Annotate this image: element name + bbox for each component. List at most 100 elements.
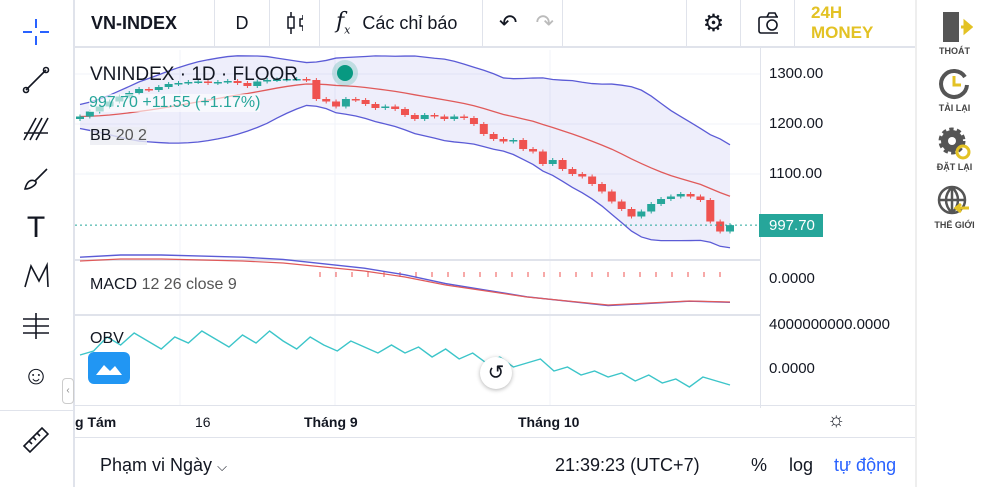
candle-body (381, 106, 390, 108)
candle-body (588, 176, 597, 184)
emoji-icon[interactable]: ☺ (22, 359, 50, 390)
measure-icon[interactable] (18, 308, 54, 344)
candle-body (676, 194, 685, 197)
indicators-button[interactable]: fx Các chỉ báo (320, 0, 483, 47)
candle-body (597, 184, 606, 192)
candle-body (706, 200, 715, 222)
brand-logo: 24H MONEY (811, 3, 874, 42)
candle-body (263, 80, 272, 82)
candle-body (401, 109, 409, 115)
candle-body (509, 140, 518, 142)
brush-icon[interactable] (18, 160, 54, 196)
sun-icon[interactable]: ☼ (827, 409, 846, 431)
percent-toggle[interactable]: % (751, 455, 768, 475)
bollinger-upper-line (79, 55, 731, 146)
reset-icon (938, 127, 970, 160)
watermark-logo-icon (88, 352, 130, 384)
interval-button[interactable]: D (215, 0, 270, 47)
candle-body (351, 99, 360, 101)
candle-body (617, 201, 626, 209)
candle-body (135, 89, 144, 93)
candle-body (332, 101, 341, 107)
candle-body (233, 81, 242, 83)
right-panel: THOÁT TẢI LẠI ĐẶT LẠI THẾ GIỚI (915, 0, 1000, 487)
candle-body (716, 221, 725, 232)
candle-body (174, 83, 183, 85)
macd-axis-label: 0.0000 (769, 270, 815, 287)
candle-body (529, 149, 538, 152)
candle-body (696, 196, 705, 200)
fx-icon: fx (336, 9, 351, 37)
price-axis[interactable]: 1300.00 1200.00 1100.00 997.70 0.0000 40… (759, 48, 915, 408)
date-range-button[interactable]: Phạm vi Ngày ⌵ (100, 455, 227, 475)
collapse-toolbar-button[interactable]: ‹ (62, 378, 74, 404)
world-button[interactable]: THẾ GIỚI (917, 184, 992, 230)
text-tool-icon[interactable]: T (26, 211, 46, 244)
auto-scale-toggle[interactable]: tự động (834, 455, 897, 475)
candle-body (371, 104, 380, 108)
exit-icon (942, 12, 973, 42)
candles-icon (287, 12, 303, 34)
chevron-down-icon: ⌵ (217, 459, 227, 474)
candle-body (85, 111, 94, 117)
macd-signal-line (79, 258, 731, 306)
candle-body (341, 99, 350, 107)
redo-icon[interactable]: ↷ (535, 10, 554, 35)
candle-body (440, 116, 449, 119)
macd-legend[interactable]: MACD 12 26 close 9 (90, 276, 237, 293)
bb-legend[interactable]: BB 20 2 (90, 127, 147, 145)
exit-button[interactable]: THOÁT (917, 10, 992, 56)
candle-body (194, 81, 203, 83)
candle-body (430, 115, 439, 117)
candle-body (272, 79, 281, 81)
settings-button[interactable]: ⚙ (687, 0, 741, 47)
reload-icon (938, 69, 969, 99)
bollinger-lower-line (79, 104, 731, 249)
undo-icon[interactable]: ↶ (499, 10, 518, 35)
time-axis[interactable]: g Tám 16 Tháng 9 Tháng 10 ☼ (75, 405, 915, 437)
candle-body (627, 209, 636, 217)
candle-body (322, 99, 331, 102)
candle-body (647, 204, 656, 212)
candle-body (76, 116, 84, 119)
reset-button[interactable]: ĐẶT LẠI (917, 126, 992, 172)
pattern-icon[interactable] (18, 258, 54, 294)
candle-body (213, 82, 222, 84)
reset-view-button[interactable]: ↺ (480, 357, 512, 389)
candle-body (637, 211, 646, 217)
clock-time[interactable]: 21:39:23 (UTC+7) (555, 455, 700, 475)
candle-body (164, 84, 173, 87)
candle-body (312, 80, 321, 99)
candle-body (519, 140, 528, 149)
reload-button[interactable]: TẢI LẠI (917, 67, 992, 113)
candle-body (666, 196, 675, 199)
legend-price: 997.70 +11.55 (+1.17%) (89, 94, 261, 112)
candle-body (607, 191, 616, 202)
fib-tool-icon[interactable] (18, 110, 54, 146)
chart-type-button[interactable] (270, 0, 320, 47)
symbol-button[interactable]: VN-INDEX (75, 0, 215, 47)
trend-line-icon[interactable] (18, 62, 54, 98)
candle-body (538, 151, 547, 164)
candle-body (154, 87, 163, 90)
crosshair-icon[interactable] (18, 14, 54, 50)
screenshot-button[interactable] (741, 0, 795, 47)
candle-body (420, 115, 429, 119)
camera-icon (758, 12, 778, 34)
candle-body (253, 81, 262, 86)
log-toggle[interactable]: log (789, 455, 814, 475)
candle-body (204, 81, 213, 83)
candle-body (391, 106, 400, 109)
ruler-icon[interactable] (18, 422, 54, 458)
rotate-icon: ↺ (487, 362, 505, 384)
candle-body (292, 79, 301, 81)
live-indicator-dot (337, 65, 353, 81)
candle-body (450, 116, 459, 119)
candle-body (578, 174, 587, 177)
obv-legend[interactable]: OBV (90, 330, 124, 347)
legend-title: VNINDEX · 1D · FLOOR (90, 64, 298, 85)
candle-body (282, 79, 291, 81)
price-label: 1100.00 (769, 165, 823, 182)
obv-axis-label: 0.0000 (769, 360, 815, 377)
top-toolbar: VN-INDEX D fx Các chỉ báo ↶ ↷ ⚙ 24H MONEY (75, 0, 915, 48)
